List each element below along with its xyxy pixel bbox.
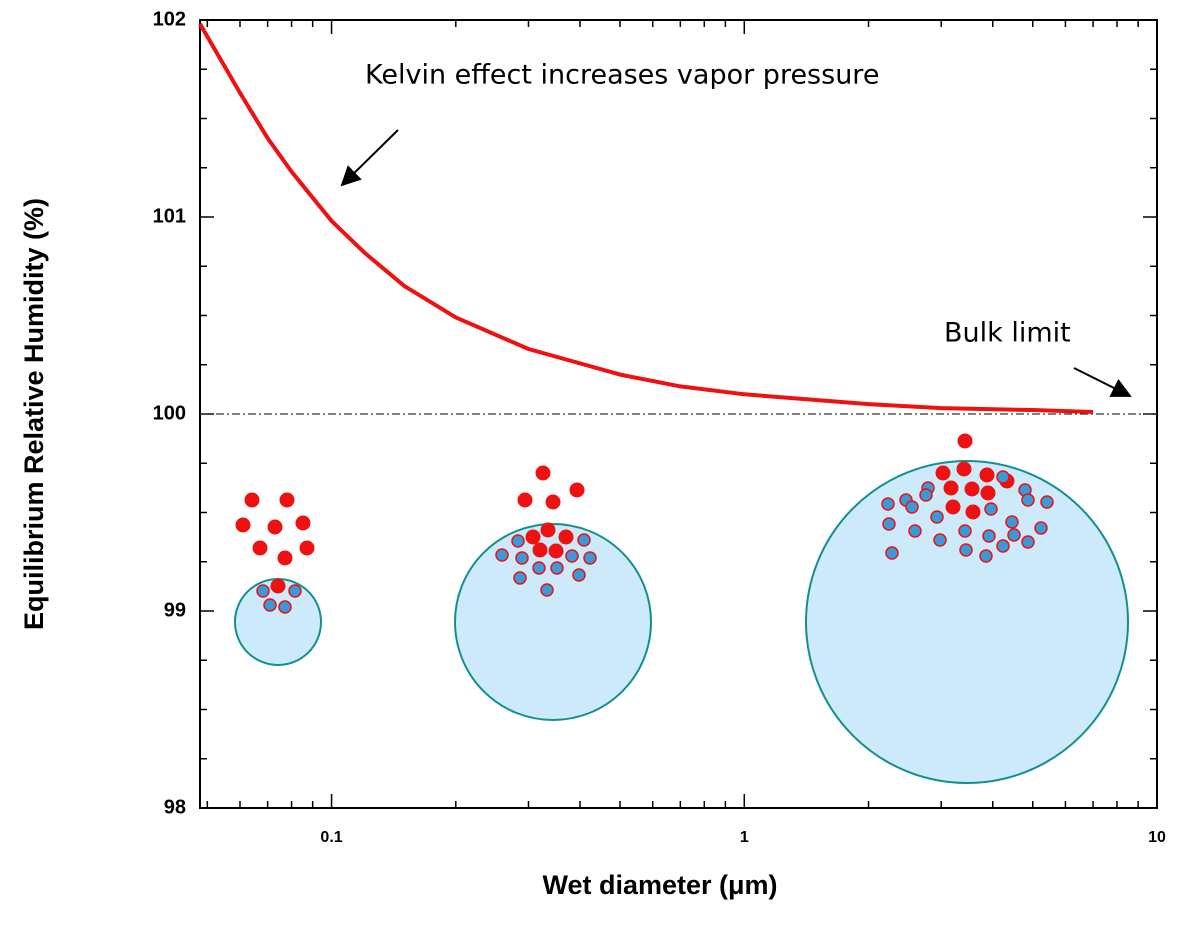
dot bbox=[277, 550, 293, 566]
droplet-illustrations bbox=[234, 433, 1129, 784]
dot bbox=[956, 461, 972, 477]
arrow bbox=[1073, 367, 1132, 397]
dot bbox=[943, 480, 959, 496]
dot bbox=[979, 467, 995, 483]
dot bbox=[558, 529, 574, 545]
dot bbox=[933, 533, 947, 547]
dot bbox=[982, 529, 996, 543]
dot bbox=[1007, 528, 1021, 542]
dot bbox=[548, 543, 564, 559]
dot bbox=[996, 470, 1010, 484]
dot bbox=[996, 539, 1010, 553]
dot bbox=[885, 546, 899, 560]
dot bbox=[1021, 493, 1035, 507]
dot bbox=[515, 551, 529, 565]
dot bbox=[295, 515, 311, 531]
dot bbox=[270, 578, 286, 594]
dot bbox=[1040, 495, 1054, 509]
dot bbox=[565, 549, 579, 563]
dot bbox=[935, 465, 951, 481]
dot bbox=[984, 502, 998, 516]
dot bbox=[572, 568, 586, 582]
dot bbox=[288, 584, 302, 598]
dot bbox=[958, 524, 972, 538]
line bbox=[198, 22, 1094, 415]
dot bbox=[1034, 521, 1048, 535]
dot bbox=[577, 533, 591, 547]
dot bbox=[235, 517, 251, 533]
x-tick-label: 10 bbox=[1148, 829, 1166, 846]
dot bbox=[1005, 515, 1019, 529]
dot bbox=[532, 542, 548, 558]
dot bbox=[1021, 535, 1035, 549]
dot bbox=[256, 584, 270, 598]
dot bbox=[525, 529, 541, 545]
dot bbox=[517, 492, 533, 508]
dot bbox=[882, 517, 896, 531]
dot bbox=[299, 540, 315, 556]
dot bbox=[881, 497, 895, 511]
dot bbox=[964, 481, 980, 497]
dot bbox=[532, 561, 546, 575]
droplet bbox=[805, 460, 1129, 784]
dot bbox=[930, 510, 944, 524]
dot bbox=[513, 571, 527, 585]
annotation: Bulk limit bbox=[944, 318, 1071, 349]
dot bbox=[905, 500, 919, 514]
dot bbox=[540, 583, 554, 597]
dot bbox=[545, 494, 561, 510]
dot bbox=[495, 548, 509, 562]
x-tick-label: 1 bbox=[740, 829, 749, 846]
dot bbox=[535, 465, 551, 481]
arrow bbox=[340, 129, 399, 187]
dot bbox=[252, 540, 268, 556]
dot bbox=[979, 549, 993, 563]
dot bbox=[980, 485, 996, 501]
x-tick-label: 0.1 bbox=[320, 829, 342, 846]
dot bbox=[945, 499, 961, 515]
dot bbox=[569, 482, 585, 498]
dot bbox=[957, 433, 973, 449]
y-tick-label: 98 bbox=[164, 796, 186, 818]
y-tick-label: 102 bbox=[153, 8, 186, 30]
y-axis-label: Equilibrium Relative Humidity (%) bbox=[19, 198, 49, 630]
dot bbox=[919, 488, 933, 502]
dot bbox=[550, 561, 564, 575]
dot bbox=[263, 598, 277, 612]
dot bbox=[511, 534, 525, 548]
dot bbox=[540, 522, 556, 538]
dot bbox=[908, 524, 922, 538]
dot bbox=[965, 504, 981, 520]
x-axis-label: Wet diameter (μm) bbox=[542, 870, 777, 900]
annotation: Kelvin effect increases vapor pressure bbox=[365, 60, 879, 91]
y-tick-label: 101 bbox=[153, 205, 186, 227]
y-tick-label: 99 bbox=[164, 599, 186, 621]
droplet bbox=[454, 523, 652, 721]
dot bbox=[267, 519, 283, 535]
dot bbox=[959, 543, 973, 557]
y-tick-label: 100 bbox=[153, 402, 186, 424]
dot bbox=[583, 551, 597, 565]
dot bbox=[278, 600, 292, 614]
dot bbox=[244, 492, 260, 508]
dot bbox=[279, 492, 295, 508]
